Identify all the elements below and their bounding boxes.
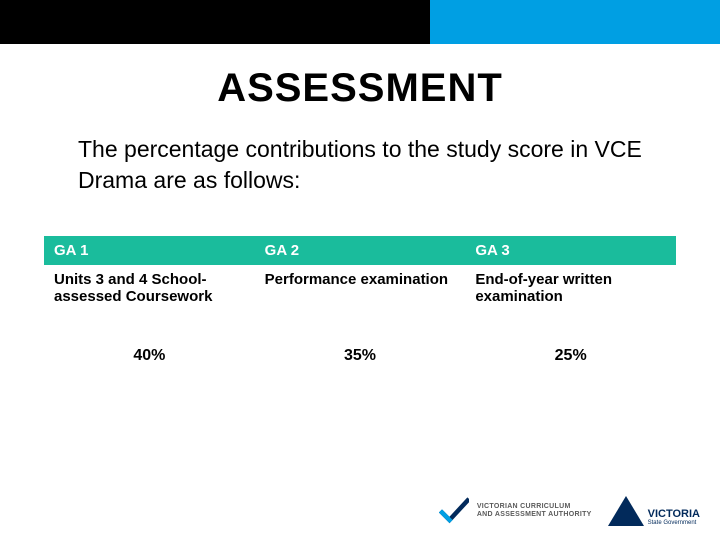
vcaa-logo: VICTORIAN CURRICULUM AND ASSESSMENT AUTH… xyxy=(439,496,592,526)
vcaa-line1: VICTORIAN CURRICULUM xyxy=(477,503,592,511)
col-header: GA 1 xyxy=(44,236,255,265)
vcaa-tick-icon xyxy=(439,496,469,526)
subtitle: The percentage contributions to the stud… xyxy=(78,134,642,196)
victoria-text: VICTORIA State Government xyxy=(648,509,700,526)
top-bar xyxy=(0,0,720,44)
table-cell: 35% xyxy=(255,333,466,375)
slide: ASSESSMENT The percentage contributions … xyxy=(0,0,720,540)
assessment-table: GA 1 GA 2 GA 3 Units 3 and 4 School-asse… xyxy=(44,236,676,375)
footer: VICTORIAN CURRICULUM AND ASSESSMENT AUTH… xyxy=(439,496,700,526)
vcaa-text: VICTORIAN CURRICULUM AND ASSESSMENT AUTH… xyxy=(477,503,592,519)
victoria-logo: VICTORIA State Government xyxy=(608,496,700,526)
table-row: 40% 35% 25% xyxy=(44,333,676,375)
page-title: ASSESSMENT xyxy=(0,66,720,111)
top-bar-black xyxy=(0,0,430,44)
top-bar-blue xyxy=(430,0,720,44)
victoria-sub: State Government xyxy=(648,520,700,526)
table-cell: Units 3 and 4 School-assessed Coursework xyxy=(44,265,255,333)
col-header: GA 2 xyxy=(255,236,466,265)
table-cell: 25% xyxy=(465,333,676,375)
table-header-row: GA 1 GA 2 GA 3 xyxy=(44,236,676,265)
table-row: Units 3 and 4 School-assessed Coursework… xyxy=(44,265,676,333)
table: GA 1 GA 2 GA 3 Units 3 and 4 School-asse… xyxy=(44,236,676,375)
col-header: GA 3 xyxy=(465,236,676,265)
victoria-triangle-icon xyxy=(608,496,644,526)
vcaa-line2: AND ASSESSMENT AUTHORITY xyxy=(477,511,592,519)
table-cell: Performance examination xyxy=(255,265,466,333)
victoria-brand: VICTORIA xyxy=(648,509,700,520)
table-cell: End-of-year written examination xyxy=(465,265,676,333)
table-cell: 40% xyxy=(44,333,255,375)
